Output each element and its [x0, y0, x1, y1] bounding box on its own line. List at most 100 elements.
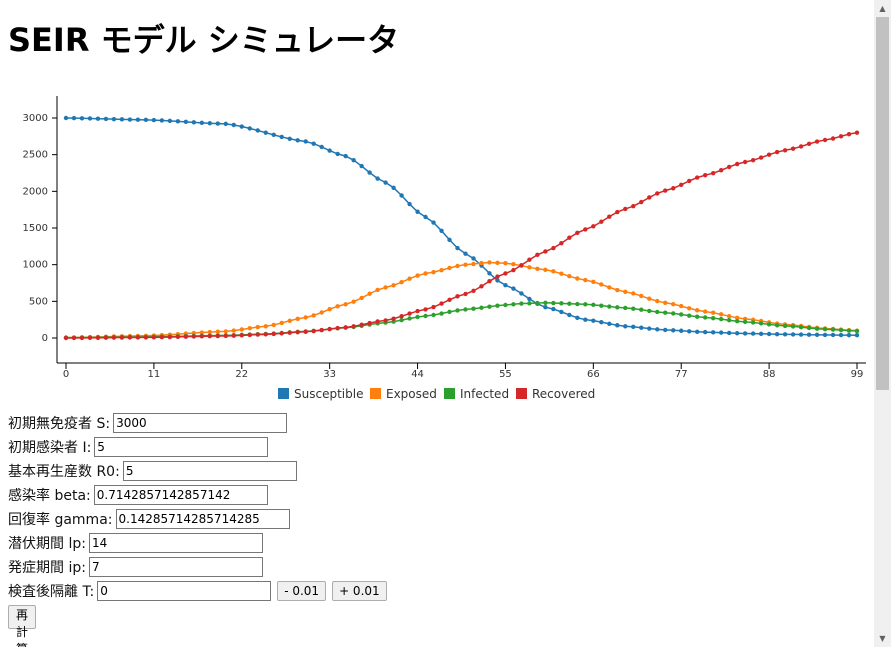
- data-point: [710, 315, 716, 321]
- data-point: [527, 296, 532, 302]
- data-point: [263, 332, 268, 337]
- data-point: [447, 237, 452, 243]
- data-point: [503, 261, 508, 266]
- data-point: [383, 180, 388, 185]
- decrement-button[interactable]: - 0.01: [277, 581, 327, 601]
- data-point: [303, 139, 308, 144]
- data-point: [319, 144, 324, 150]
- data-point: [511, 286, 516, 291]
- data-point: [359, 163, 364, 169]
- data-point: [726, 313, 732, 319]
- data-point: [111, 335, 117, 340]
- data-point: [335, 325, 340, 331]
- data-point: [519, 262, 524, 268]
- input-beta[interactable]: [93, 485, 268, 505]
- data-point: [471, 306, 476, 311]
- data-point: [575, 301, 580, 307]
- scroll-down-icon[interactable]: ▼: [879, 634, 886, 643]
- data-point: [319, 327, 324, 333]
- data-point: [758, 321, 764, 326]
- data-point: [327, 307, 332, 312]
- legend-label: Susceptible: [294, 387, 363, 401]
- input-gamma[interactable]: [115, 509, 290, 529]
- label-beta: 感染率 beta:: [8, 488, 91, 504]
- input-r0[interactable]: [122, 461, 297, 481]
- data-point: [423, 307, 428, 312]
- data-point: [854, 333, 860, 338]
- data-point: [543, 267, 548, 272]
- data-point: [615, 305, 620, 310]
- data-point: [710, 330, 716, 335]
- data-point: [822, 137, 828, 143]
- data-point: [471, 256, 476, 261]
- data-point: [431, 269, 436, 275]
- data-point: [495, 278, 500, 283]
- x-tick-label: 44: [411, 369, 424, 380]
- legend-item-recovered[interactable]: Recovered: [516, 387, 595, 401]
- data-point: [559, 240, 564, 246]
- input-ip[interactable]: [88, 557, 263, 577]
- data-point: [311, 313, 316, 318]
- data-point: [207, 121, 213, 126]
- data-point: [63, 115, 69, 121]
- series-recovered: [63, 130, 860, 341]
- data-point: [199, 120, 205, 126]
- increment-button[interactable]: + 0.01: [332, 581, 387, 601]
- data-point: [503, 302, 508, 308]
- data-point: [846, 131, 852, 137]
- y-tick-label: 3000: [23, 113, 48, 124]
- data-point: [95, 335, 101, 340]
- input-s[interactable]: [113, 413, 288, 433]
- data-point: [822, 332, 828, 338]
- data-point: [726, 318, 732, 323]
- data-point: [87, 116, 93, 121]
- data-point: [671, 186, 676, 191]
- data-point: [175, 119, 181, 124]
- data-point: [263, 324, 268, 329]
- data-point: [135, 335, 141, 340]
- legend-item-infected[interactable]: Infected: [444, 387, 509, 401]
- data-point: [439, 228, 444, 233]
- data-point: [287, 136, 292, 141]
- vertical-scrollbar[interactable]: ▲ ▼: [874, 0, 891, 647]
- data-point: [575, 315, 580, 320]
- data-point: [407, 311, 412, 316]
- data-point: [511, 267, 516, 273]
- scroll-up-icon[interactable]: ▲: [879, 4, 886, 13]
- data-point: [567, 235, 572, 240]
- data-point: [838, 327, 844, 333]
- data-point: [599, 319, 604, 325]
- data-point: [191, 120, 197, 125]
- x-tick-label: 66: [587, 369, 600, 380]
- data-point: [463, 262, 468, 267]
- input-lp[interactable]: [88, 533, 263, 553]
- legend-item-exposed[interactable]: Exposed: [370, 387, 437, 401]
- recalculate-button[interactable]: 再計算: [8, 605, 37, 647]
- row-s: 初期無免疫者 S:: [8, 411, 288, 435]
- data-point: [766, 152, 772, 157]
- data-point: [391, 316, 396, 321]
- data-point: [782, 323, 788, 329]
- data-point: [758, 331, 764, 336]
- data-point: [814, 332, 820, 338]
- data-point: [527, 301, 532, 306]
- data-point: [631, 203, 636, 209]
- data-point: [439, 267, 444, 273]
- legend-item-susceptible[interactable]: Susceptible: [278, 387, 363, 401]
- page-title: SEIR モデル シミュレータ: [8, 21, 400, 59]
- data-point: [495, 260, 500, 266]
- data-point: [718, 168, 724, 173]
- legend-label: Infected: [460, 387, 509, 401]
- data-point: [487, 271, 492, 276]
- data-point: [391, 283, 396, 288]
- data-point: [543, 305, 548, 310]
- series-line: [65, 131, 858, 339]
- scroll-thumb[interactable]: [876, 17, 889, 390]
- input-i[interactable]: [94, 437, 269, 457]
- data-point: [567, 274, 572, 279]
- data-point: [423, 214, 428, 220]
- data-point: [255, 324, 260, 330]
- data-point: [647, 296, 652, 301]
- data-point: [351, 324, 356, 329]
- input-t[interactable]: [97, 581, 272, 601]
